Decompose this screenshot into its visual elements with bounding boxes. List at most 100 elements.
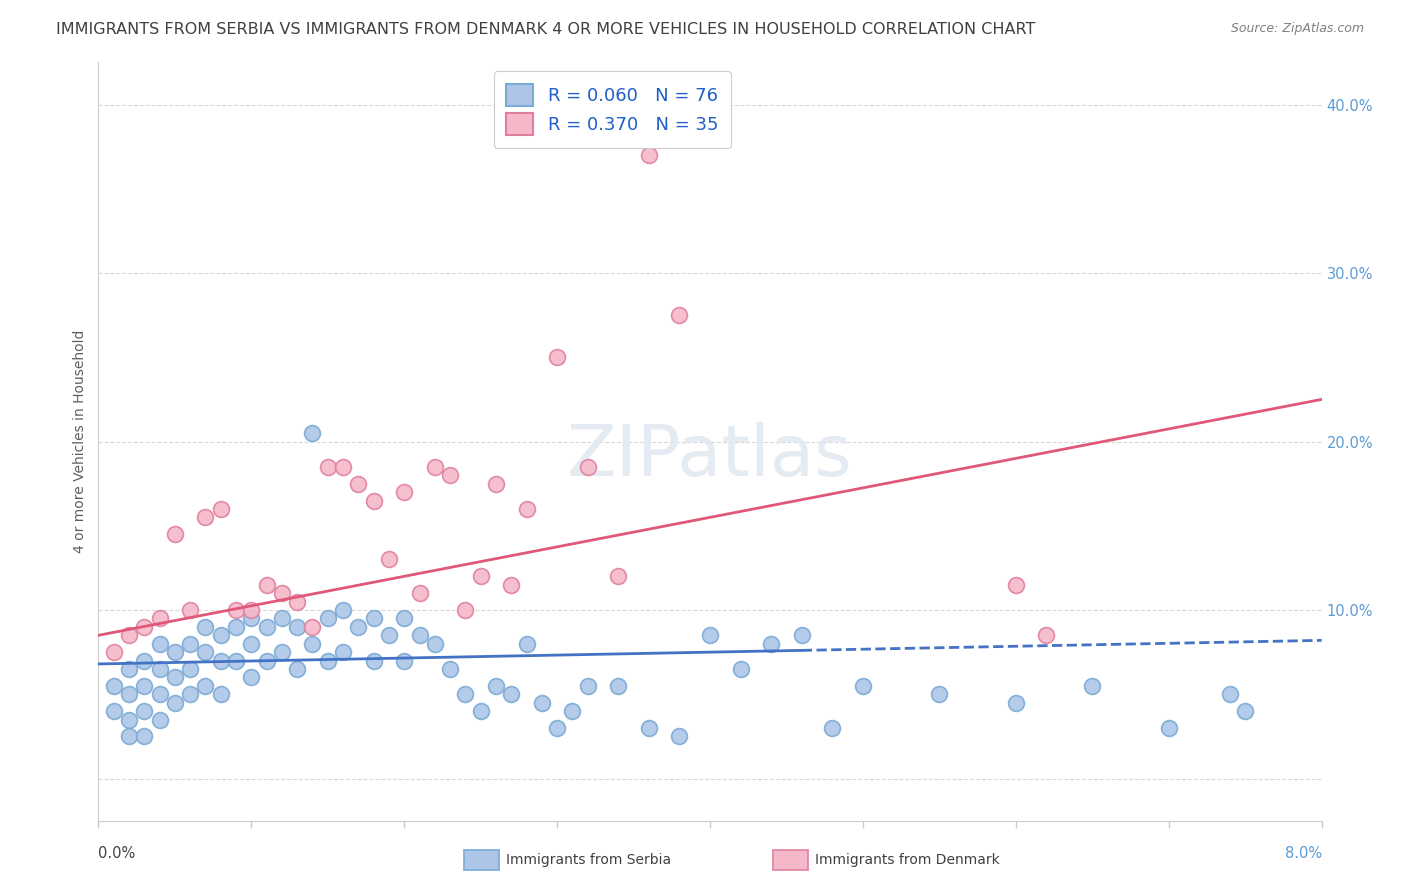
Point (332, 645, 354, 659)
Point (256, 578, 278, 592)
Text: Immigrants from Denmark: Immigrants from Denmark (815, 853, 1000, 867)
Point (149, 637, 172, 651)
Point (118, 628, 141, 642)
Point (179, 637, 201, 651)
Point (163, 670, 186, 684)
Point (408, 586, 430, 600)
Point (194, 645, 217, 659)
Point (454, 687, 477, 701)
Point (256, 654, 278, 668)
Point (392, 485, 416, 500)
Point (240, 603, 263, 617)
Point (179, 687, 201, 701)
Point (194, 679, 217, 693)
Point (790, 628, 813, 642)
Y-axis label: 4 or more Vehicles in Household: 4 or more Vehicles in Household (73, 330, 87, 553)
Point (225, 620, 247, 634)
Point (134, 730, 156, 744)
Point (209, 654, 232, 668)
Point (561, 704, 583, 718)
Point (699, 628, 721, 642)
Point (501, 578, 523, 592)
Point (546, 351, 568, 365)
Point (194, 620, 217, 634)
Point (118, 730, 141, 744)
Point (270, 645, 294, 659)
Text: Source: ZipAtlas.com: Source: ZipAtlas.com (1230, 22, 1364, 36)
Point (1219, 687, 1241, 701)
Point (378, 552, 401, 566)
Point (470, 569, 492, 583)
Point (301, 426, 323, 441)
Point (1004, 578, 1026, 592)
Point (256, 620, 278, 634)
Point (149, 687, 172, 701)
Point (852, 679, 875, 693)
Point (285, 620, 308, 634)
Point (103, 679, 125, 693)
Point (470, 704, 492, 718)
Point (118, 662, 141, 676)
Text: 8.0%: 8.0% (1285, 846, 1322, 861)
Point (392, 654, 416, 668)
Point (637, 148, 661, 162)
Point (149, 611, 172, 625)
Point (423, 459, 446, 474)
Point (149, 662, 172, 676)
Point (240, 670, 263, 684)
Point (1035, 628, 1057, 642)
Point (439, 662, 461, 676)
Point (363, 611, 385, 625)
Point (730, 662, 752, 676)
Point (225, 654, 247, 668)
Point (163, 696, 186, 710)
Legend: R = 0.060   N = 76, R = 0.370   N = 35: R = 0.060 N = 76, R = 0.370 N = 35 (494, 71, 731, 148)
Point (316, 654, 339, 668)
Point (1004, 696, 1026, 710)
Point (546, 721, 568, 735)
Point (134, 620, 156, 634)
Point (149, 713, 172, 727)
Text: 0.0%: 0.0% (98, 846, 135, 861)
Point (530, 696, 553, 710)
Point (607, 569, 630, 583)
Point (363, 654, 385, 668)
Point (516, 637, 538, 651)
Point (285, 594, 308, 608)
Text: IMMIGRANTS FROM SERBIA VS IMMIGRANTS FROM DENMARK 4 OR MORE VEHICLES IN HOUSEHOL: IMMIGRANTS FROM SERBIA VS IMMIGRANTS FRO… (56, 22, 1036, 37)
Point (225, 603, 247, 617)
Point (516, 502, 538, 516)
Point (347, 620, 370, 634)
Point (285, 662, 308, 676)
Point (1157, 721, 1180, 735)
Point (668, 308, 690, 322)
Point (209, 687, 232, 701)
Point (163, 527, 186, 541)
Point (576, 679, 599, 693)
Point (240, 611, 263, 625)
Text: Immigrants from Serbia: Immigrants from Serbia (506, 853, 671, 867)
Point (501, 687, 523, 701)
Point (439, 468, 461, 483)
Text: ZIPatlas: ZIPatlas (567, 422, 853, 491)
Point (103, 704, 125, 718)
Point (332, 459, 354, 474)
Point (103, 645, 125, 659)
Point (759, 637, 782, 651)
Point (301, 620, 323, 634)
Point (209, 628, 232, 642)
Point (392, 611, 416, 625)
Point (118, 713, 141, 727)
Point (134, 679, 156, 693)
Point (485, 476, 508, 491)
Point (1081, 679, 1104, 693)
Point (134, 654, 156, 668)
Point (134, 704, 156, 718)
Point (179, 662, 201, 676)
Point (363, 493, 385, 508)
Point (194, 510, 217, 524)
Point (928, 687, 950, 701)
Point (163, 645, 186, 659)
Point (332, 603, 354, 617)
Point (316, 611, 339, 625)
